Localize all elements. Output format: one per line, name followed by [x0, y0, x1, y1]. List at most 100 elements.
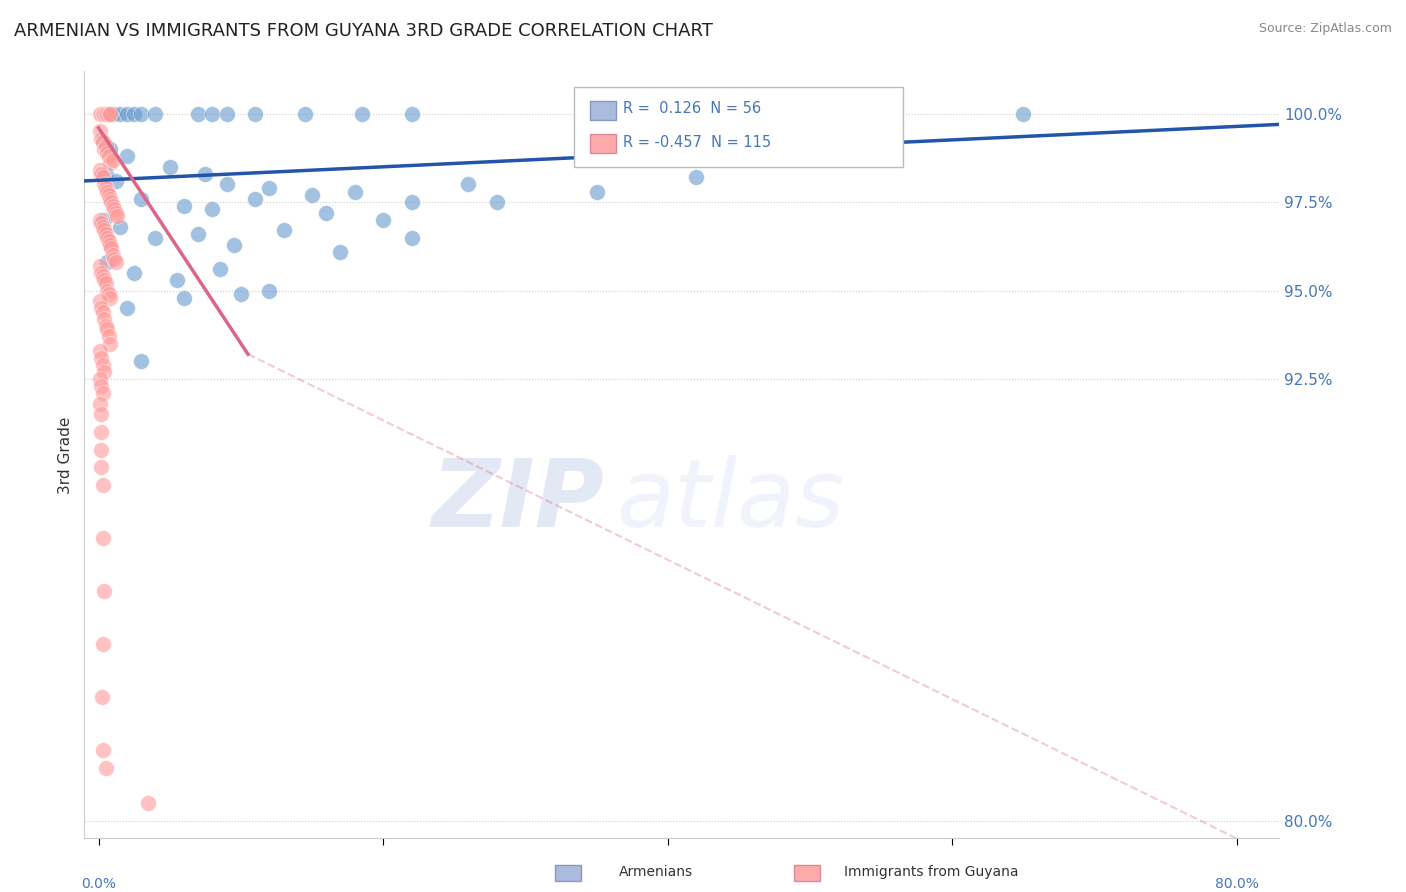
Point — [94, 107, 117, 121]
Point — [173, 291, 195, 305]
Point — [91, 269, 114, 284]
Point — [93, 107, 115, 121]
Point — [315, 206, 337, 220]
Point — [173, 199, 195, 213]
Point — [91, 637, 114, 651]
Point — [108, 107, 131, 121]
Point — [122, 266, 145, 280]
Point — [94, 277, 117, 291]
Point — [97, 107, 120, 121]
Point — [89, 372, 111, 386]
Point — [91, 478, 114, 492]
Point — [343, 185, 366, 199]
Text: ARMENIAN VS IMMIGRANTS FROM GUYANA 3RD GRADE CORRELATION CHART: ARMENIAN VS IMMIGRANTS FROM GUYANA 3RD G… — [14, 22, 713, 40]
Point — [91, 690, 114, 704]
Point — [93, 142, 115, 156]
Point — [89, 163, 111, 178]
Point — [159, 160, 181, 174]
Point — [101, 199, 124, 213]
Point — [301, 188, 323, 202]
Point — [101, 248, 124, 262]
Point — [94, 107, 117, 121]
Point — [89, 107, 111, 121]
Point — [657, 107, 679, 121]
Point — [103, 202, 125, 217]
Point — [91, 170, 114, 185]
Y-axis label: 3rd Grade: 3rd Grade — [58, 417, 73, 493]
Point — [94, 318, 117, 333]
Point — [273, 223, 295, 237]
Point — [90, 442, 112, 457]
Point — [96, 284, 118, 298]
Point — [98, 156, 121, 170]
Text: Source: ZipAtlas.com: Source: ZipAtlas.com — [1258, 22, 1392, 36]
Point — [104, 206, 127, 220]
Text: ZIP: ZIP — [432, 455, 605, 547]
Point — [91, 135, 114, 149]
Text: 80.0%: 80.0% — [1215, 878, 1258, 891]
Point — [89, 124, 111, 138]
FancyBboxPatch shape — [575, 87, 903, 168]
Point — [93, 311, 115, 326]
Point — [108, 219, 131, 234]
Point — [100, 241, 122, 255]
Point — [229, 287, 252, 301]
Point — [89, 343, 111, 358]
Point — [208, 262, 231, 277]
Point — [89, 212, 111, 227]
Point — [93, 273, 115, 287]
Text: R =  0.126  N = 56: R = 0.126 N = 56 — [623, 102, 762, 117]
Point — [98, 336, 121, 351]
Point — [96, 107, 118, 121]
Point — [485, 195, 508, 210]
Point — [90, 460, 112, 475]
Point — [93, 365, 115, 379]
Point — [222, 237, 245, 252]
Point — [129, 354, 152, 368]
FancyBboxPatch shape — [591, 135, 616, 153]
Point — [96, 322, 118, 336]
Point — [145, 230, 167, 244]
Point — [215, 178, 238, 192]
Point — [187, 107, 209, 121]
Point — [91, 358, 114, 372]
Point — [94, 181, 117, 195]
Point — [294, 107, 316, 121]
Text: R = -0.457  N = 115: R = -0.457 N = 115 — [623, 136, 772, 150]
Point — [166, 273, 188, 287]
Point — [94, 167, 117, 181]
Point — [91, 304, 114, 318]
Point — [105, 209, 128, 223]
Point — [90, 351, 112, 365]
Point — [98, 107, 121, 121]
Point — [94, 138, 117, 153]
Point — [94, 227, 117, 241]
Point — [93, 584, 115, 599]
Point — [145, 107, 167, 121]
Point — [94, 761, 117, 775]
Point — [89, 259, 111, 273]
Point — [91, 135, 114, 149]
Point — [457, 178, 479, 192]
Point — [98, 142, 121, 156]
Point — [1012, 107, 1035, 121]
Text: atlas: atlas — [616, 456, 845, 547]
Point — [329, 244, 352, 259]
Point — [401, 195, 423, 210]
Point — [91, 219, 114, 234]
Point — [103, 252, 125, 266]
Point — [96, 230, 118, 244]
Point — [91, 107, 114, 121]
Point — [194, 167, 217, 181]
Point — [90, 216, 112, 230]
Point — [91, 531, 114, 545]
Point — [138, 796, 160, 810]
Point — [115, 107, 138, 121]
Point — [89, 294, 111, 309]
Point — [96, 185, 118, 199]
Point — [91, 386, 114, 401]
Text: Immigrants from Guyana: Immigrants from Guyana — [844, 865, 1018, 880]
Point — [98, 291, 121, 305]
Point — [98, 237, 121, 252]
FancyBboxPatch shape — [591, 101, 616, 120]
